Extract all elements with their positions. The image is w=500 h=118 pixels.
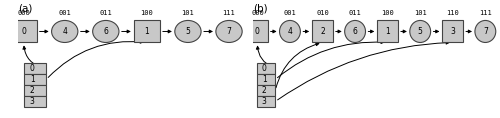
Text: 4: 4	[62, 27, 67, 36]
Text: 111: 111	[479, 10, 492, 16]
Text: 2: 2	[320, 27, 325, 36]
Bar	[258, 63, 276, 74]
Text: 3: 3	[30, 97, 34, 106]
Text: 111: 111	[222, 10, 235, 16]
Bar	[258, 96, 276, 107]
Text: 1: 1	[30, 75, 34, 84]
Text: 7: 7	[483, 27, 488, 36]
Text: 1: 1	[144, 27, 149, 36]
Text: 1: 1	[262, 75, 266, 84]
Bar	[24, 85, 46, 96]
Bar	[24, 63, 46, 74]
Text: 0: 0	[30, 64, 34, 73]
Bar	[24, 74, 46, 85]
Text: 011: 011	[100, 10, 112, 16]
Text: 0: 0	[262, 64, 266, 73]
Text: 0: 0	[255, 27, 260, 36]
Bar	[258, 85, 276, 96]
Text: 6: 6	[352, 27, 358, 36]
Text: 2: 2	[262, 86, 266, 95]
Ellipse shape	[280, 20, 300, 42]
Ellipse shape	[410, 20, 430, 42]
Ellipse shape	[92, 20, 119, 42]
Text: 3: 3	[262, 97, 266, 106]
Bar	[134, 20, 160, 42]
Text: 100: 100	[140, 10, 153, 16]
Text: 5: 5	[418, 27, 422, 36]
Text: (b): (b)	[253, 3, 268, 13]
Text: 101: 101	[414, 10, 426, 16]
Bar	[258, 74, 276, 85]
Bar	[24, 96, 46, 107]
Ellipse shape	[175, 20, 201, 42]
Ellipse shape	[475, 20, 496, 42]
Text: 1: 1	[386, 27, 390, 36]
Text: 5: 5	[186, 27, 190, 36]
Text: 000: 000	[18, 10, 30, 16]
Text: 100: 100	[382, 10, 394, 16]
Text: 7: 7	[226, 27, 232, 36]
Bar	[377, 20, 398, 42]
Ellipse shape	[216, 20, 242, 42]
Text: (a): (a)	[18, 3, 32, 13]
Text: 001: 001	[58, 10, 71, 16]
Text: 000: 000	[251, 10, 264, 16]
Ellipse shape	[344, 20, 366, 42]
Text: 110: 110	[446, 10, 459, 16]
Text: 4: 4	[288, 27, 292, 36]
Bar	[247, 20, 268, 42]
Text: 001: 001	[284, 10, 296, 16]
Text: 0: 0	[21, 27, 26, 36]
Text: 011: 011	[348, 10, 362, 16]
Bar	[10, 20, 37, 42]
Text: 2: 2	[30, 86, 34, 95]
Bar	[312, 20, 333, 42]
Bar	[442, 20, 463, 42]
Text: 101: 101	[182, 10, 194, 16]
Text: 3: 3	[450, 27, 455, 36]
Ellipse shape	[52, 20, 78, 42]
Text: 010: 010	[316, 10, 329, 16]
Text: 6: 6	[104, 27, 108, 36]
